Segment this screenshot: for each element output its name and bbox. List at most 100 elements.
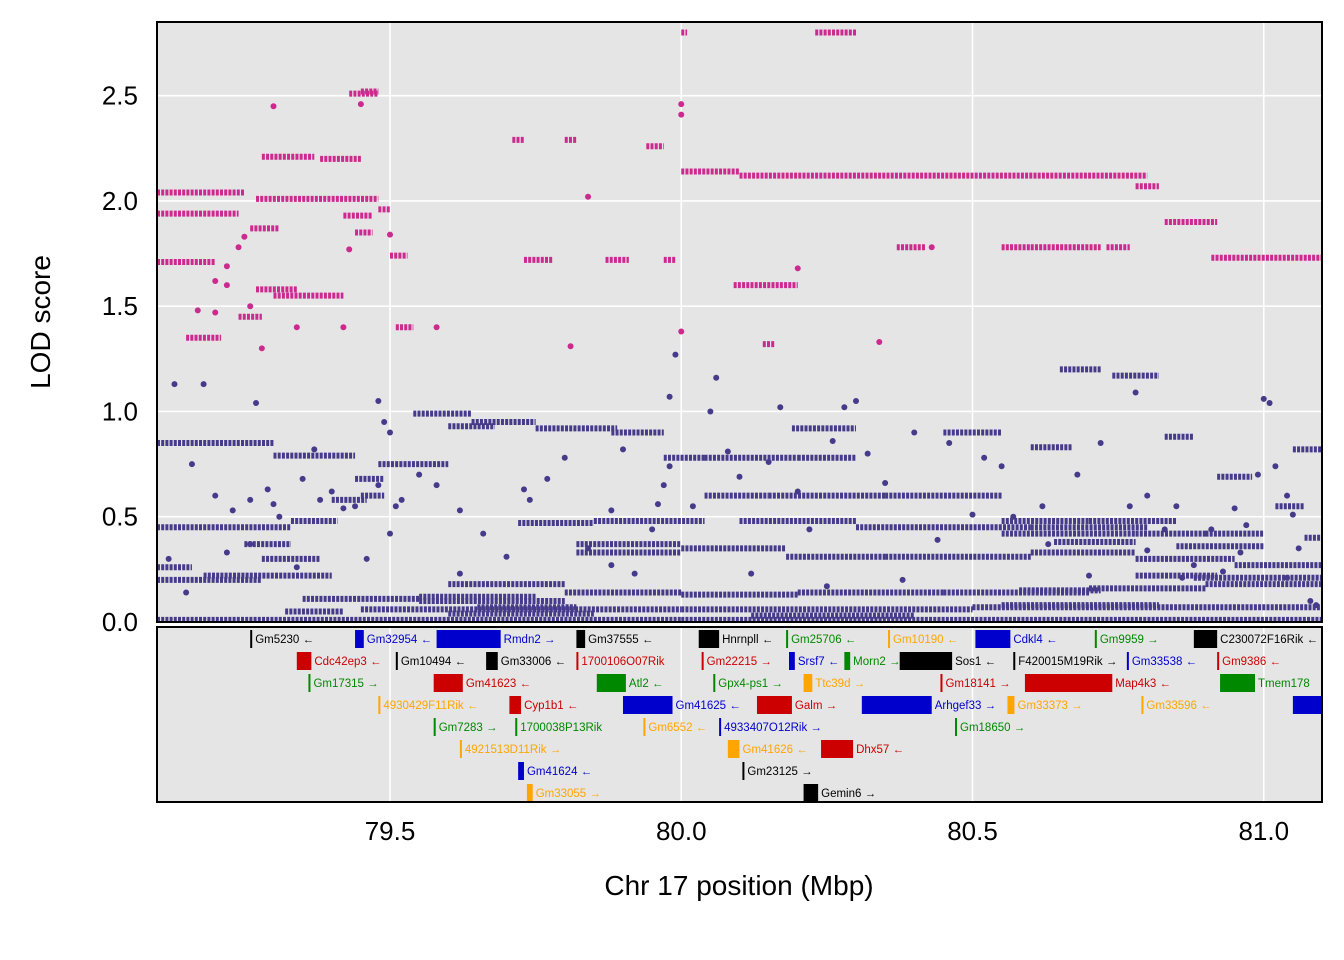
lod-point (352, 503, 359, 510)
lod-point (258, 345, 265, 352)
lod-point (911, 429, 918, 436)
lod-point (631, 570, 638, 577)
gene-Map4k3-label: Map4k3 ← (1115, 678, 1171, 690)
lod-point (1097, 440, 1104, 447)
lod-point (765, 459, 772, 465)
lod-point (806, 526, 813, 533)
lod-point (724, 448, 731, 455)
lod-point (165, 555, 172, 562)
y-tick-labels: 0.0 0.5 1.0 1.5 2.0 2.5 (102, 81, 138, 637)
lod-point (946, 440, 953, 447)
lod-point (1161, 526, 1168, 533)
lod-point (526, 496, 533, 503)
gene-Gm41624-label: Gm41624 ← (527, 766, 592, 778)
gene-Gm41623-label: Gm41623 ← (466, 678, 531, 690)
gene-Gm33006-bar (486, 652, 498, 670)
lod-point (882, 480, 889, 487)
lod-point (794, 265, 801, 272)
lod-point (387, 530, 393, 537)
gene-1700038P13Rik-label: 1700038P13Rik (520, 722, 602, 734)
gene-F420015M19Rik-label: F420015M19Rik → (1018, 656, 1117, 668)
gene-Gm33055-bar (526, 784, 533, 802)
gene-Gm32954-label: Gm32954 ← (367, 634, 432, 646)
gene-Gm5230-bar (250, 630, 253, 648)
gene-Gm41626-bar (727, 740, 740, 758)
lod-point (392, 503, 399, 510)
lod-point (188, 461, 195, 468)
lod-point (363, 555, 370, 562)
gene-Gm10494-bar (395, 652, 398, 670)
gene-Ttc39d-label: Ttc39d → (815, 678, 865, 690)
lod-point (899, 576, 906, 583)
gene-1700106O07Rik-label: 1700106O07Rik (581, 656, 664, 668)
purple-series (157, 351, 1322, 623)
lod-point (293, 564, 300, 571)
lod-point (311, 446, 318, 453)
lod-point (416, 471, 423, 478)
lod-point (1173, 503, 1180, 510)
gene-Arhgef33-label: Arhgef33 → (935, 700, 996, 712)
lod-point (387, 429, 393, 436)
lod-point (666, 393, 673, 400)
lod-point (608, 507, 615, 514)
lod-point (293, 324, 300, 331)
lod-point (433, 482, 440, 489)
lod-point (713, 374, 720, 381)
lod-point (981, 454, 988, 461)
lod-point (620, 446, 626, 453)
lod-point (212, 309, 219, 316)
lod-point (998, 463, 1005, 470)
lod-point (520, 486, 527, 493)
gene-4921513D11Rik-bar (459, 740, 462, 758)
gene-Sos1-label: Sos1 ← (955, 656, 996, 668)
x-tick-label: 80.5 (947, 816, 998, 846)
gene-Gm9959-label: Gm9959 → (1100, 634, 1159, 646)
gene-C230072F16Rik-label: C230072F16Rik ← (1220, 634, 1318, 646)
lod-point (276, 513, 283, 520)
lod-point (241, 233, 248, 240)
lod-point (1126, 503, 1133, 510)
gene-Atl2-label: Atl2 ← (629, 678, 664, 690)
lod-point (317, 496, 324, 503)
lod-point (829, 437, 836, 444)
lod-point (223, 263, 230, 270)
lod-point (841, 404, 848, 411)
lod-point (1219, 568, 1226, 575)
lod-point (876, 339, 883, 345)
lod-point (823, 583, 830, 590)
gene-Gm41625-bar (623, 696, 673, 714)
lod-point (398, 496, 405, 503)
lod-point (456, 507, 463, 514)
lod-point (748, 570, 755, 577)
gene-Srsf7-bar (789, 652, 795, 670)
lod-point (1307, 597, 1314, 604)
lod-point (357, 101, 364, 108)
gene-panel-background (157, 627, 1322, 802)
lod-point (433, 324, 440, 331)
gene-Gm41624-bar (518, 762, 524, 780)
lod-point (264, 486, 271, 493)
gene-Galm-bar (756, 696, 792, 714)
gene-Cdc42ep3-bar (296, 652, 312, 670)
lod-point (678, 328, 685, 335)
lod-point (678, 101, 685, 108)
lod-point (1237, 549, 1244, 556)
lod-point (1086, 572, 1092, 579)
gene-Atl2-bar (596, 674, 626, 692)
gene-Gm32954-bar (355, 630, 364, 648)
gene-Gm33055-label: Gm33055 → (536, 788, 601, 800)
x-tick-labels: 79.5 80.0 80.5 81.0 (365, 816, 1289, 846)
gene-Morn2-bar (844, 652, 851, 670)
x-tick-label: 81.0 (1238, 816, 1289, 846)
gene-Cyp1b1-bar (509, 696, 522, 714)
gene-Gm6552-bar (643, 718, 646, 736)
gene-Gemin6-label: Gemin6 → (821, 788, 876, 800)
gene-Hnrnpll-label: Hnrnpll ← (722, 634, 773, 646)
lod-point (794, 488, 801, 495)
gene-1700106O07Rik-bar (576, 652, 579, 670)
gene-Gm37555-bar (576, 630, 586, 648)
lod-point (1243, 522, 1250, 529)
x-axis-title: Chr 17 position (Mbp) (604, 870, 873, 901)
gene-Gm33373-label: Gm33373 → (1017, 700, 1082, 712)
lod-point (1045, 541, 1052, 548)
